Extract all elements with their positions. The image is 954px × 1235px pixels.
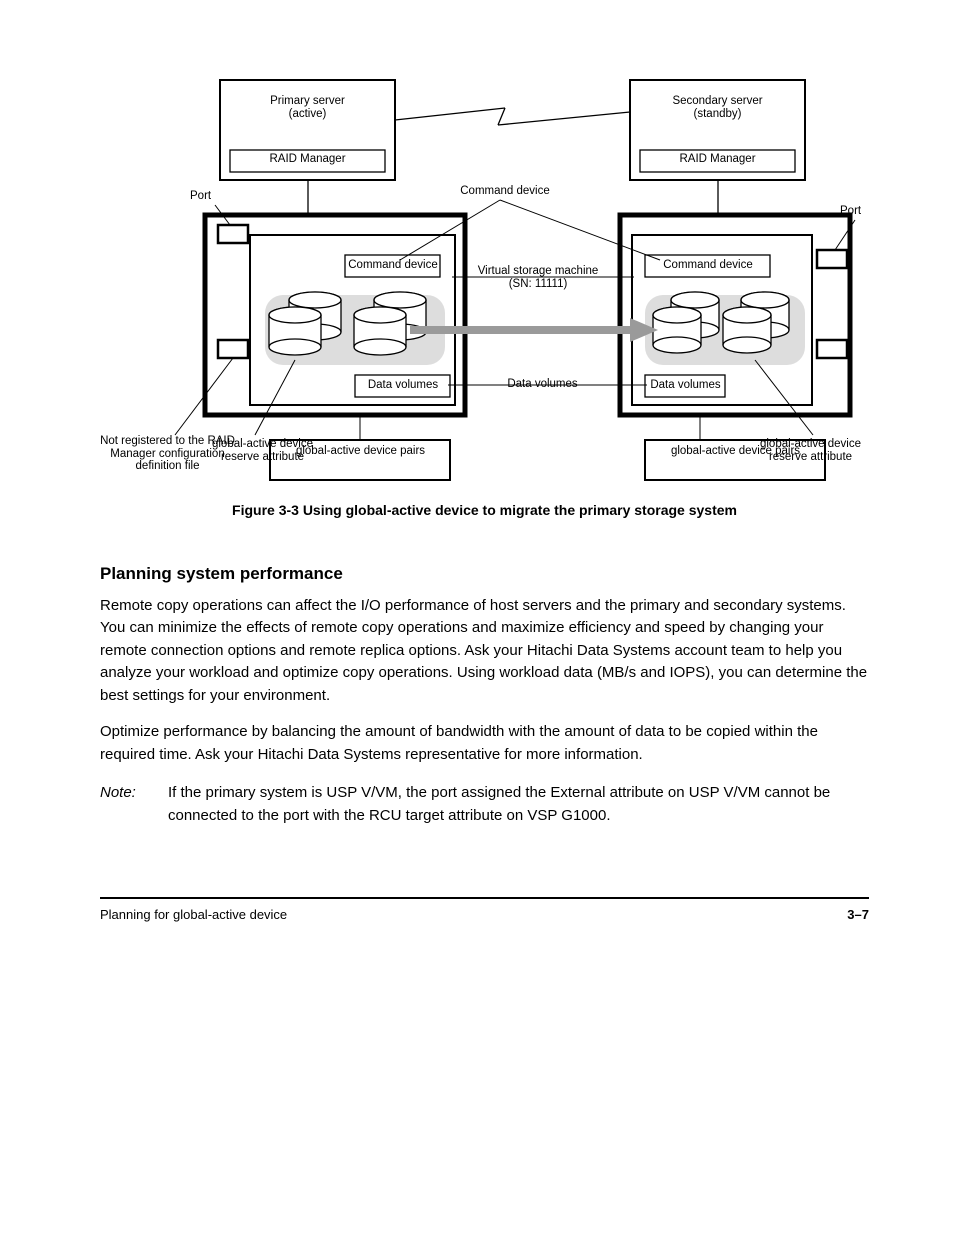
note-text: If the primary system is USP V/VM, the p… (168, 782, 869, 827)
section-heading: Planning system performance (100, 561, 869, 587)
data-vol-right: Data volumes (648, 379, 723, 392)
body-para-1: Remote copy operations can affect the I/… (100, 595, 869, 708)
data-vol-left: Data volumes (358, 379, 448, 392)
port-label-left: Port (190, 190, 211, 203)
body-para-2: Optimize performance by balancing the am… (100, 721, 869, 766)
primary-server-label: Primary server (active) (250, 95, 365, 120)
secondary-server-label: Secondary server (standby) (660, 95, 775, 120)
secondary-raid-label: RAID Manager (660, 153, 775, 166)
pairs-right: global-active device pairs (653, 445, 818, 458)
footer-left: Planning for global-active device (100, 905, 287, 925)
vsm-label: Virtual storage machine (SN: 11111) (468, 265, 608, 290)
note-block: Note: If the primary system is USP V/VM,… (100, 782, 869, 827)
cmd-dev-left-text: Command device (348, 259, 438, 272)
figure-caption: Figure 3-3 Using global-active device to… (100, 500, 869, 521)
cmd-dev-right-text: Command device (648, 259, 768, 272)
note-label: Note: (100, 782, 148, 805)
command-device-label: Command device (450, 185, 560, 198)
primary-raid-label: RAID Manager (250, 153, 365, 166)
server-link (395, 108, 630, 125)
footer-rule (100, 897, 869, 899)
data-vol-center: Data volumes (500, 378, 585, 391)
migration-figure: Primary server (active) RAID Manager Sec… (100, 40, 860, 490)
port-label-right: Port (840, 205, 861, 218)
footer-right: 3–7 (847, 905, 869, 925)
pairs-left: global-active device pairs (278, 445, 443, 458)
